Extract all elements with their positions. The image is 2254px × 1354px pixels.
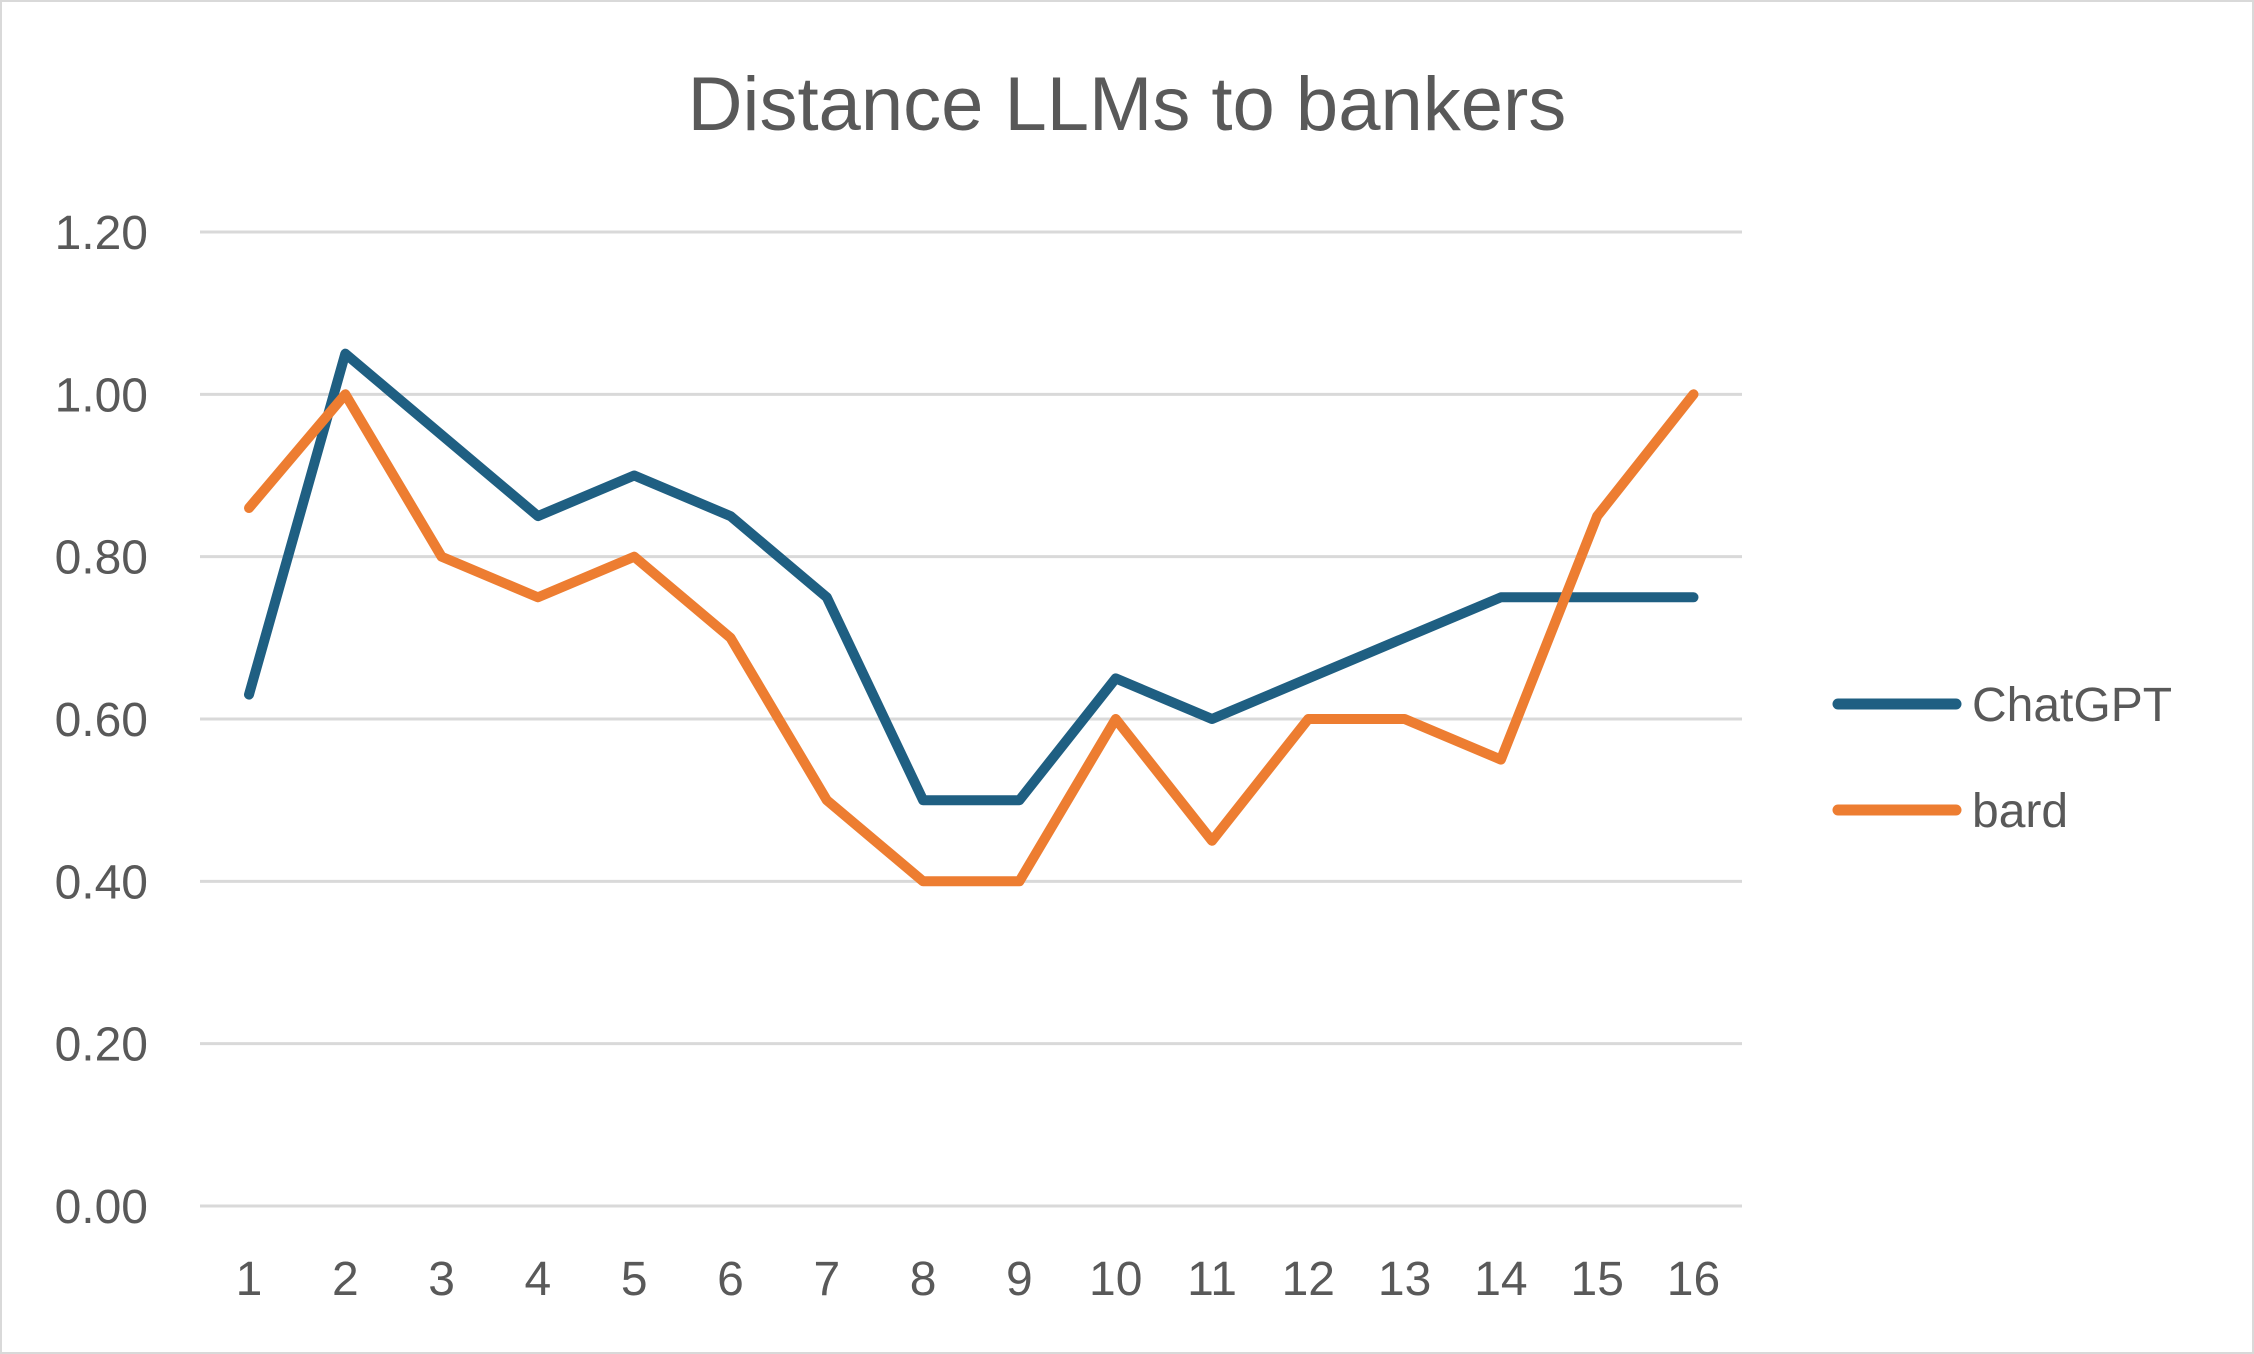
series-line-bard bbox=[244, 389, 1699, 887]
y-axis-tick-labels: 0.00 0.20 0.40 0.60 0.80 1.00 1.20 bbox=[55, 207, 148, 1234]
x-tick-label: 11 bbox=[1187, 1253, 1237, 1306]
x-tick-label: 3 bbox=[428, 1253, 455, 1306]
y-tick-label: 0.20 bbox=[55, 1019, 148, 1072]
y-tick-label: 0.00 bbox=[55, 1181, 148, 1234]
x-tick-label: 16 bbox=[1667, 1253, 1720, 1306]
legend: ChatGPT bard bbox=[1832, 679, 2172, 838]
x-tick-label: 5 bbox=[621, 1253, 648, 1306]
x-tick-label: 9 bbox=[1006, 1253, 1033, 1306]
x-tick-label: 15 bbox=[1571, 1253, 1624, 1306]
x-tick-label: 2 bbox=[332, 1253, 359, 1306]
x-tick-label: 13 bbox=[1378, 1253, 1431, 1306]
gridlines bbox=[200, 230, 1742, 1208]
y-tick-label: 0.40 bbox=[55, 856, 148, 909]
x-tick-label: 4 bbox=[525, 1253, 552, 1306]
x-tick-label: 10 bbox=[1089, 1253, 1142, 1306]
x-tick-label: 6 bbox=[717, 1253, 744, 1306]
x-axis-tick-labels: 1 2 3 4 5 6 7 8 9 10 11 12 13 14 15 16 bbox=[236, 1253, 1721, 1306]
y-tick-label: 1.00 bbox=[55, 369, 148, 422]
y-tick-label: 0.80 bbox=[55, 532, 148, 585]
y-tick-label: 0.60 bbox=[55, 694, 148, 747]
chart-title: Distance LLMs to bankers bbox=[688, 62, 1567, 147]
x-tick-label: 1 bbox=[236, 1253, 263, 1306]
legend-label-bard: bard bbox=[1972, 785, 2068, 838]
series-line-chatgpt bbox=[244, 348, 1699, 806]
legend-label-chatgpt: ChatGPT bbox=[1972, 679, 2172, 732]
y-tick-label: 1.20 bbox=[55, 207, 148, 260]
x-tick-label: 14 bbox=[1474, 1253, 1527, 1306]
x-tick-label: 7 bbox=[813, 1253, 840, 1306]
x-tick-label: 8 bbox=[910, 1253, 937, 1306]
series-lines bbox=[244, 348, 1699, 887]
x-tick-label: 12 bbox=[1282, 1253, 1335, 1306]
